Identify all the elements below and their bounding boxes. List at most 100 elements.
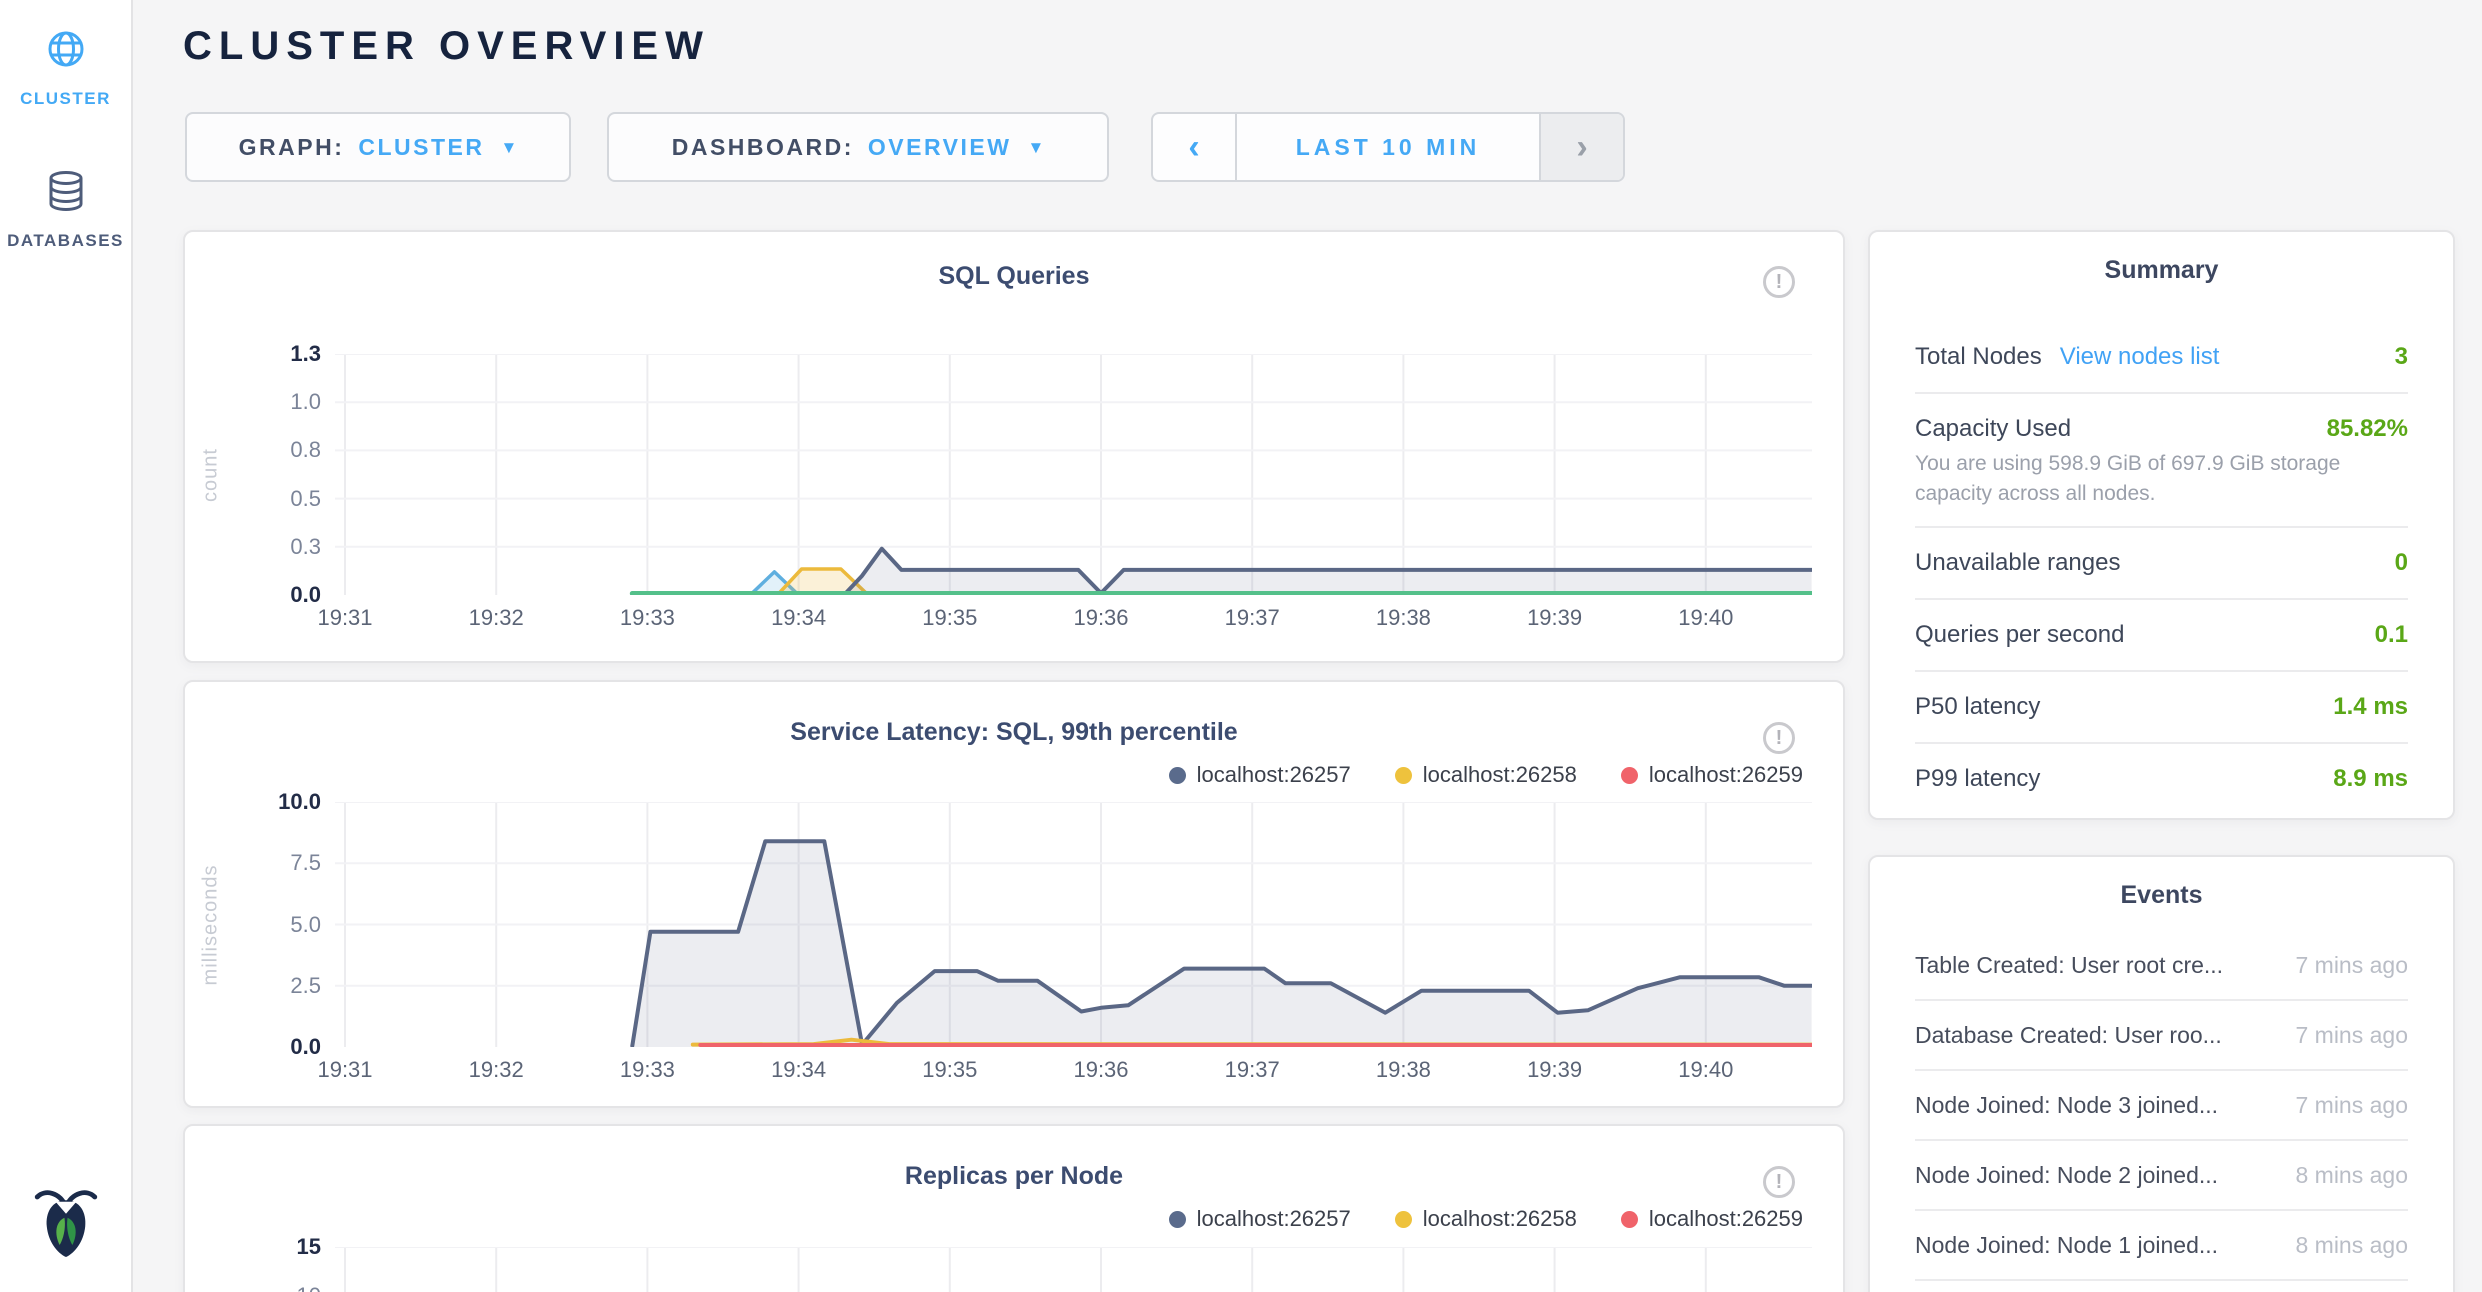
graph-dropdown[interactable]: GRAPH: CLUSTER ▼ (185, 112, 571, 182)
sidebar-item-databases[interactable]: DATABASES (0, 168, 131, 251)
event-time: 8 mins ago (2295, 1231, 2408, 1258)
event-text: Database Created: User roo... (1915, 1021, 2222, 1048)
summary-row-label: Capacity Used (1915, 415, 2072, 442)
x-tick-label: 19:31 (317, 1057, 373, 1082)
legend-label: localhost:26258 (1422, 762, 1577, 787)
chevron-right-icon: › (1576, 127, 1588, 166)
summary-row: Queries per second 0.1 (1915, 597, 2408, 670)
summary-title: Summary (2104, 256, 2219, 284)
y-tick-label: 2.5 (290, 972, 321, 998)
database-icon (43, 171, 89, 218)
page-title: CLUSTER OVERVIEW (183, 24, 710, 68)
event-text: Table Created: User root cre... (1915, 951, 2224, 978)
y-tick-label: 10.0 (278, 789, 321, 814)
y-tick-label: 15 (296, 1234, 321, 1259)
y-tick-label: 1.0 (290, 389, 321, 415)
summary-panel: Summary Total Nodes View nodes list 3 Capac… (1868, 230, 2455, 820)
chart-title: Replicas per Node (904, 1162, 1124, 1190)
summary-row: Total Nodes View nodes list 3 (1915, 322, 2408, 392)
x-tick-label: 19:33 (619, 605, 675, 630)
legend-dot (1394, 1210, 1412, 1228)
summary-row: P50 latency 1.4 ms (1915, 669, 2408, 742)
x-tick-label: 19:37 (1224, 605, 1280, 630)
time-range-label[interactable]: LAST 10 MIN (1237, 114, 1539, 180)
chart-plot-area (335, 802, 1812, 1047)
chart-legend: localhost:26257 localhost:26258 localhost:… (1168, 1206, 1803, 1232)
y-tick-label: 7.5 (290, 850, 321, 876)
x-tick-label: 19:32 (468, 605, 524, 630)
chart-plot-area (335, 354, 1812, 595)
info-icon[interactable]: ! (1763, 1166, 1795, 1198)
x-tick-label: 19:31 (317, 605, 373, 630)
summary-row-label: Total Nodes (1915, 343, 2042, 370)
x-tick-label: 19:35 (922, 1057, 978, 1082)
event-row: Database Created: User roo... 7 mins ago (1915, 1001, 2408, 1071)
event-row: Node Joined: Node 3 joined... 7 mins ago (1915, 1071, 2408, 1141)
dashboard-dropdown[interactable]: DASHBOARD: OVERVIEW ▼ (607, 112, 1109, 182)
graph-dropdown-label: GRAPH: (238, 133, 345, 160)
legend-dot (1620, 766, 1638, 784)
event-text: Node Joined: Node 3 joined... (1915, 1091, 2219, 1118)
events-title: Events (2120, 881, 2203, 909)
sidebar: CLUSTER DATABASES (0, 0, 133, 1292)
legend-dot (1620, 1210, 1638, 1228)
legend-label: localhost:26258 (1422, 1206, 1577, 1231)
y-tick-label: 1.3 (290, 341, 321, 366)
legend-label: localhost:26257 (1196, 1206, 1351, 1231)
chevron-left-icon: ‹ (1188, 127, 1200, 166)
summary-row-value: 85.82% (2326, 415, 2408, 442)
x-tick-label: 19:39 (1527, 605, 1583, 630)
legend-item[interactable]: localhost:26259 (1620, 762, 1803, 788)
summary-rows: Total Nodes View nodes list 3 Capacity Used… (1915, 322, 2408, 814)
legend-item[interactable]: localhost:26257 (1168, 1206, 1351, 1232)
x-tick-label: 19:34 (771, 1057, 827, 1082)
legend-item[interactable]: localhost:26258 (1394, 1206, 1577, 1232)
events-rows: Table Created: User root cre... 7 mins ag… (1915, 931, 2408, 1281)
summary-row-label: Unavailable ranges (1915, 548, 2121, 576)
time-prev-button[interactable]: ‹ (1153, 114, 1237, 180)
summary-row-value: 0.1 (2374, 620, 2408, 648)
chevron-down-icon: ▼ (500, 138, 518, 157)
events-panel: Events Table Created: User root cre... 7 … (1868, 855, 2455, 1292)
x-tick-label: 19:38 (1375, 605, 1431, 630)
cockroachdb-logo[interactable] (0, 1181, 131, 1266)
x-tick-label: 19:40 (1678, 1057, 1734, 1082)
summary-row-subtext: You are using 598.9 GiB of 697.9 GiB sto… (1915, 452, 2341, 506)
event-text: Node Joined: Node 1 joined... (1915, 1231, 2219, 1258)
x-tick-label: 19:33 (619, 1057, 675, 1082)
summary-row-value: 8.9 ms (2333, 764, 2408, 792)
summary-row-value: 3 (2394, 343, 2408, 370)
info-icon[interactable]: ! (1763, 266, 1795, 298)
view-nodes-list-link[interactable]: View nodes list (2059, 343, 2220, 370)
time-next-button[interactable]: › (1539, 114, 1623, 180)
dashboard-dropdown-value: OVERVIEW (867, 133, 1012, 160)
sidebar-item-label: DATABASES (7, 231, 124, 250)
legend-item[interactable]: localhost:26259 (1620, 1206, 1803, 1232)
event-time: 7 mins ago (2295, 951, 2408, 978)
summary-row: P99 latency 8.9 ms (1915, 741, 2408, 814)
summary-row: Capacity Used 85.82% You are using 598.9 G… (1915, 392, 2408, 526)
sidebar-item-cluster[interactable]: CLUSTER (0, 26, 131, 109)
legend-label: localhost:26259 (1648, 762, 1803, 787)
chart-panel-service-latency: Service Latency: SQL, 99th percentile! lo… (183, 680, 1845, 1108)
legend-item[interactable]: localhost:26257 (1168, 762, 1351, 788)
x-tick-label: 19:38 (1375, 1057, 1431, 1082)
x-tick-label: 19:37 (1224, 1057, 1280, 1082)
legend-label: localhost:26259 (1648, 1206, 1803, 1231)
x-tick-label: 19:36 (1073, 1057, 1129, 1082)
chart-title: Service Latency: SQL, 99th percentile (790, 718, 1238, 746)
y-tick-label: 0.0 (290, 1034, 321, 1059)
legend-item[interactable]: localhost:26258 (1394, 762, 1577, 788)
sidebar-item-label: CLUSTER (20, 89, 111, 108)
graph-dropdown-value: CLUSTER (358, 133, 485, 160)
event-time: 7 mins ago (2295, 1021, 2408, 1048)
legend-dot (1394, 766, 1412, 784)
time-range-picker: ‹ LAST 10 MIN › (1151, 112, 1625, 182)
event-row: Table Created: User root cre... 7 mins ag… (1915, 931, 2408, 1001)
chart-title: SQL Queries (938, 262, 1090, 290)
info-icon[interactable]: ! (1763, 722, 1795, 754)
chevron-down-icon: ▼ (1027, 138, 1045, 157)
x-tick-label: 19:34 (771, 605, 827, 630)
summary-row-value: 1.4 ms (2333, 692, 2408, 720)
